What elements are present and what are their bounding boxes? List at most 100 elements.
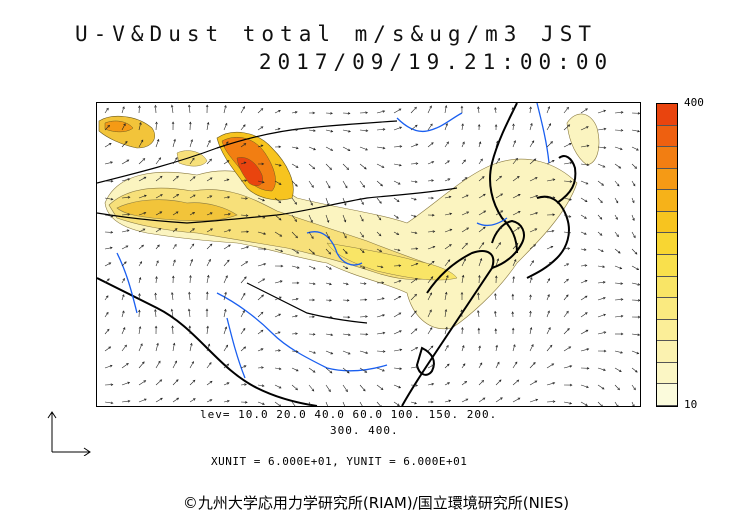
wind-arrow-head <box>329 315 333 319</box>
wind-arrow <box>614 350 623 354</box>
wind-arrow-head <box>159 379 163 382</box>
wind-arrow <box>614 384 620 391</box>
wind-arrow <box>546 382 555 386</box>
wind-arrow-head <box>328 389 331 393</box>
wind-arrow <box>257 348 264 352</box>
wind-arrow-head <box>381 281 385 285</box>
wind-arrow-head <box>585 126 589 129</box>
wind-arrow-head <box>547 310 550 314</box>
wind-arrow-head <box>227 196 231 199</box>
wind-arrow-head <box>461 123 464 126</box>
wind-arrow <box>104 125 110 131</box>
wind-arrow-head <box>122 310 125 314</box>
wind-arrow <box>563 278 569 284</box>
wind-arrow <box>308 163 315 170</box>
wind-arrow-head <box>171 275 175 279</box>
wind-arrow <box>478 226 486 233</box>
wind-arrow <box>631 401 635 406</box>
wind-arrow-head <box>158 157 162 160</box>
wind-arrow-head <box>296 266 300 269</box>
wind-arrow-head <box>431 196 434 200</box>
wind-arrow <box>121 214 130 216</box>
wind-arrow-head <box>243 365 247 368</box>
wind-arrow-head <box>295 314 298 318</box>
wind-arrow <box>563 180 572 182</box>
wind-arrow-head <box>415 162 419 165</box>
wind-arrow <box>121 278 125 284</box>
wind-arrow-head <box>535 398 539 402</box>
wind-arrow-head <box>347 111 351 115</box>
wind-arrow <box>172 343 175 352</box>
wind-arrow <box>171 309 174 318</box>
colorbar-segment <box>657 190 677 212</box>
wind-arrow <box>427 105 432 114</box>
wind-arrow-head <box>497 361 500 365</box>
wind-arrow <box>580 163 589 166</box>
wind-arrow <box>188 309 191 318</box>
wind-arrow-head <box>632 183 636 187</box>
wind-arrow <box>240 310 245 318</box>
wind-arrow <box>342 129 351 132</box>
wind-arrow <box>274 180 282 185</box>
wind-arrow <box>189 212 195 216</box>
wind-arrow-head <box>429 105 432 109</box>
wind-arrow-head <box>312 282 316 286</box>
wind-arrow-head <box>312 111 316 115</box>
wind-arrow <box>240 276 247 284</box>
wind-arrow-head <box>535 212 539 215</box>
wind-arrow <box>189 157 195 165</box>
wind-arrow <box>223 179 229 182</box>
wind-arrow <box>359 146 368 151</box>
wind-arrow-head <box>138 276 142 280</box>
wind-arrow-head <box>313 147 316 151</box>
wind-arrow-head <box>515 157 518 161</box>
wind-arrow-head <box>107 278 110 281</box>
wind-arrow-head <box>246 246 250 249</box>
wind-arrow-head <box>278 110 281 113</box>
wind-arrow-head <box>242 327 246 331</box>
wind-arrow <box>410 143 418 148</box>
wind-arrow-head <box>429 309 432 313</box>
wind-arrow <box>393 312 401 318</box>
wind-arrow-head <box>295 332 298 335</box>
wind-arrow-head <box>382 314 386 317</box>
wind-arrow <box>121 294 125 301</box>
wind-arrow-head <box>637 333 640 337</box>
wind-arrow <box>172 325 174 335</box>
wind-arrow <box>138 244 144 250</box>
wind-arrow-head <box>600 404 603 406</box>
wind-arrow <box>410 384 418 386</box>
wind-arrow-head <box>586 366 590 370</box>
wind-arrow-head <box>124 344 127 348</box>
wind-arrow-head <box>157 244 160 248</box>
wind-arrow-head <box>414 231 418 235</box>
wind-arrow-head <box>498 242 501 245</box>
wind-arrow-head <box>494 310 497 314</box>
wind-arrow <box>155 276 157 284</box>
wind-arrow <box>512 344 516 352</box>
wind-arrow <box>342 265 348 269</box>
wind-arrow-head <box>140 139 144 143</box>
wind-arrow <box>359 265 366 269</box>
wind-arrow-head <box>431 142 434 145</box>
wind-arrow <box>342 163 349 170</box>
wind-arrow <box>529 158 536 165</box>
wind-arrow <box>444 123 448 131</box>
wind-arrow-head <box>188 325 192 329</box>
wind-vectors <box>104 104 640 406</box>
wind-arrow-head <box>432 245 436 249</box>
wind-arrow <box>494 311 497 318</box>
wind-arrow-head <box>143 212 147 215</box>
wind-arrow-head <box>531 260 534 263</box>
wind-arrow-head <box>567 247 571 250</box>
wind-arrow <box>478 397 486 403</box>
wind-arrow <box>274 110 281 114</box>
wind-arrow-head <box>192 379 196 383</box>
wind-arrow-head <box>431 364 435 367</box>
wind-arrow <box>291 384 298 391</box>
wind-arrow-head <box>105 311 109 315</box>
wind-arrow-head <box>121 294 125 297</box>
wind-arrow <box>546 363 554 369</box>
wind-arrow <box>631 333 640 336</box>
wind-arrow-head <box>176 194 180 197</box>
